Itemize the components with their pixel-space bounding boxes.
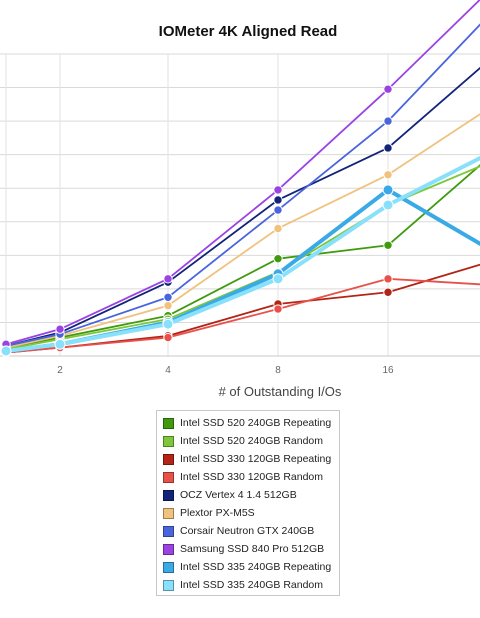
legend-swatch [163,435,174,447]
legend-item[interactable]: OCZ Vertex 4 1.4 512GB [163,486,339,504]
x-tick-label: 8 [275,365,281,376]
data-point[interactable] [163,300,173,311]
chart-title: IOMeter 4K Aligned Read [159,23,338,40]
legend-swatch [163,579,174,591]
series-0 [1,164,480,353]
data-point[interactable] [163,274,173,284]
legend-item[interactable]: Intel SSD 335 240GB Repeating [163,558,339,576]
x-axis-ticks: 2 4 8 16 [57,365,394,376]
legend-label: Plextor PX-M5S [180,507,255,519]
legend-item[interactable]: Intel SSD 520 240GB Repeating [163,414,339,432]
legend-item[interactable]: Intel SSD 330 120GB Repeating [163,450,339,468]
legend-label: Intel SSD 330 120GB Random [180,471,324,483]
series-9 [0,155,480,357]
series-line [5,155,480,353]
legend-label: Corsair Neutron GTX 240GB [180,525,315,537]
series-line [5,66,480,347]
series-lines [0,0,480,358]
legend-item[interactable]: Intel SSD 330 120GB Random [163,468,339,486]
legend: Intel SSD 520 240GB Repeating Intel SSD 5… [156,410,340,596]
x-tick-label: 16 [382,365,394,376]
legend-swatch [163,471,174,483]
data-point[interactable] [54,338,66,350]
series-7 [1,0,480,349]
data-point[interactable] [383,143,393,153]
data-point[interactable] [162,318,174,330]
data-point[interactable] [0,345,12,357]
legend-label: Intel SSD 520 240GB Random [180,435,324,447]
data-point[interactable] [273,304,283,314]
legend-label: Intel SSD 335 240GB Random [180,579,324,591]
legend-swatch [163,489,174,501]
data-point[interactable] [382,199,394,211]
legend-swatch [163,525,174,537]
data-point[interactable] [383,170,393,180]
data-point[interactable] [273,253,283,264]
data-point[interactable] [163,332,173,343]
series-6 [1,23,480,351]
legend-item[interactable]: Corsair Neutron GTX 240GB [163,522,339,540]
legend-label: Samsung SSD 840 Pro 512GB [180,543,325,555]
x-axis-label: # of Outstanding I/Os [219,384,342,399]
x-tick-label: 2 [57,365,63,376]
data-point[interactable] [272,273,284,285]
series-line [5,187,480,353]
data-point[interactable] [382,184,394,196]
data-point[interactable] [383,84,393,94]
data-point[interactable] [273,185,283,195]
legend-item[interactable]: Intel SSD 520 240GB Random [163,432,339,450]
series-line [5,113,480,349]
data-point[interactable] [383,240,393,250]
legend-item[interactable]: Plextor PX-M5S [163,504,339,522]
data-point[interactable] [273,223,283,234]
legend-label: OCZ Vertex 4 1.4 512GB [180,489,297,501]
legend-label: Intel SSD 330 120GB Repeating [180,453,332,465]
data-point[interactable] [163,292,173,302]
legend-swatch [163,453,174,465]
legend-swatch [163,561,174,573]
series-line [5,277,480,354]
series-line [5,0,480,346]
data-point[interactable] [55,324,65,334]
legend-label: Intel SSD 335 240GB Repeating [180,561,332,573]
data-point[interactable] [273,195,283,205]
data-point[interactable] [383,274,393,284]
legend-swatch [163,507,174,519]
series-line [5,164,480,349]
data-point[interactable] [273,205,283,215]
legend-swatch [163,543,174,555]
data-point[interactable] [383,287,393,297]
legend-label: Intel SSD 520 240GB Repeating [180,417,332,429]
series-line [5,23,480,347]
x-tick-label: 4 [165,365,171,376]
legend-item[interactable]: Intel SSD 335 240GB Random [163,576,339,594]
legend-swatch [163,417,174,429]
series-line [5,263,480,354]
legend-item[interactable]: Samsung SSD 840 Pro 512GB [163,540,339,558]
data-point[interactable] [383,116,393,126]
